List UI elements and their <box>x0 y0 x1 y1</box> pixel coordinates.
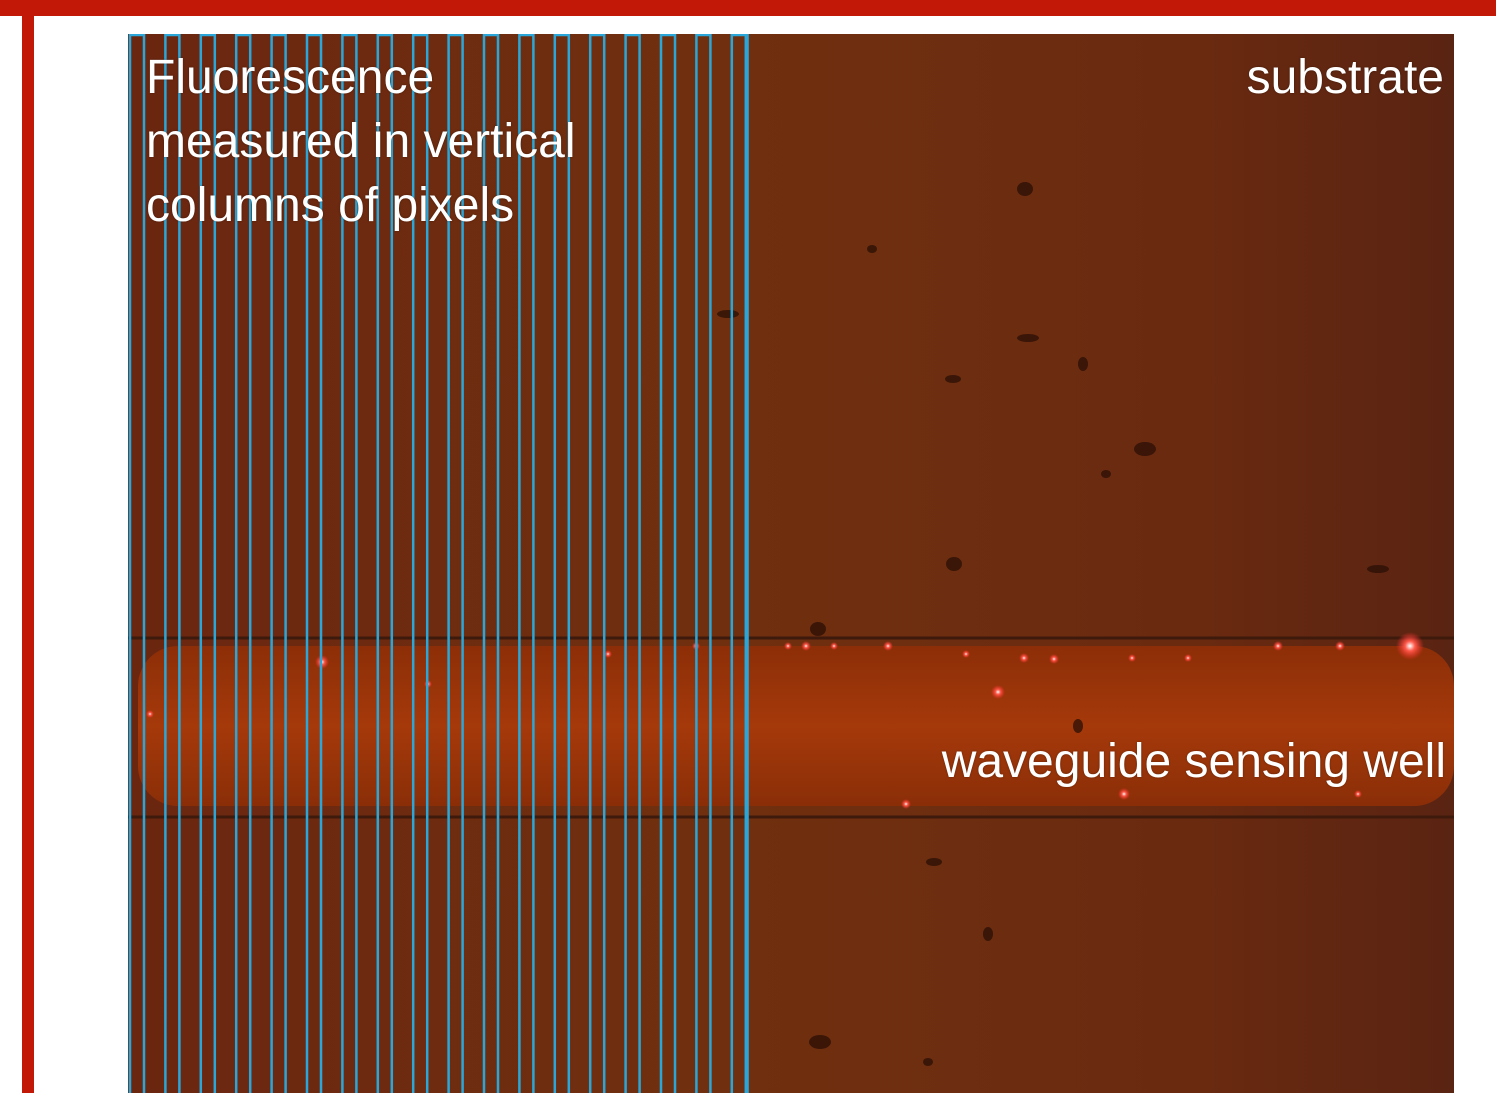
pixel-column-outline <box>695 34 712 1093</box>
substrate-label: substrate <box>1246 51 1444 104</box>
measurement-columns <box>128 34 749 1093</box>
dust-particle <box>1101 470 1111 478</box>
fluorescent-spot <box>991 685 1005 699</box>
fluorescence-micrograph <box>128 34 1454 1093</box>
pixel-column-outline <box>164 34 181 1093</box>
dust-particle <box>946 557 962 571</box>
slide-frame-top <box>0 0 1496 16</box>
fluorescent-spot <box>1273 641 1283 651</box>
pixel-column-outline <box>341 34 358 1093</box>
pixel-column-outline <box>376 34 394 1093</box>
slide-frame-left <box>22 0 34 1093</box>
fluorescence-label: Fluorescence measured in vertical column… <box>146 51 576 232</box>
pixel-column-outline <box>199 34 217 1093</box>
dust-particle <box>1367 565 1389 573</box>
pixel-column-outline <box>305 34 323 1093</box>
fluorescent-spot <box>901 799 911 809</box>
dust-particle <box>945 375 961 383</box>
pixel-column-outline <box>447 34 464 1093</box>
dust-particle <box>1134 442 1156 456</box>
fluorescent-spot <box>962 650 970 658</box>
waveguide-label: waveguide sensing well <box>941 735 1446 788</box>
pixel-column-outline <box>659 34 677 1093</box>
dust-particle <box>810 622 826 636</box>
fluorescent-spot <box>830 642 838 650</box>
fluorescent-spot <box>604 650 612 658</box>
micrograph-drawing <box>128 34 1454 1093</box>
pixel-column-outline <box>128 34 146 1093</box>
fluorescent-spot <box>1396 632 1424 660</box>
dust-particle <box>1017 334 1039 342</box>
pixel-column-outline <box>518 34 535 1093</box>
dust-particle <box>867 245 877 253</box>
dust-particles <box>717 182 1389 1066</box>
dust-particle <box>923 1058 933 1066</box>
pixel-column-outline <box>730 34 748 1093</box>
fluorescent-spot <box>1128 654 1136 662</box>
fluorescent-spot <box>1049 654 1059 664</box>
fluorescent-spot <box>1118 788 1130 800</box>
pixel-column-outline <box>482 34 500 1093</box>
fluorescent-spot <box>784 642 792 650</box>
pixel-column-outline <box>624 34 641 1093</box>
pixel-column-outline <box>234 34 252 1093</box>
fluorescent-spot <box>883 641 893 651</box>
dust-particle <box>809 1035 831 1049</box>
pixel-column-outline <box>411 34 429 1093</box>
fluorescent-spot <box>801 641 811 651</box>
waveguide-sensing-well <box>138 646 1454 806</box>
dust-particle <box>926 858 942 866</box>
pixel-column-outline <box>553 34 571 1093</box>
fluorescent-spot <box>1184 654 1192 662</box>
fluorescent-spot <box>1354 790 1362 798</box>
dust-particle <box>1073 719 1083 733</box>
fluorescent-spot <box>146 710 154 718</box>
fluorescent-spot <box>1335 641 1345 651</box>
fluorescent-spot <box>1019 653 1029 663</box>
dust-particle <box>983 927 993 941</box>
dust-particle <box>1017 182 1033 196</box>
dust-particle <box>1078 357 1088 371</box>
pixel-column-outline <box>270 34 287 1093</box>
pixel-column-outline <box>588 34 606 1093</box>
dust-particle <box>717 310 739 318</box>
